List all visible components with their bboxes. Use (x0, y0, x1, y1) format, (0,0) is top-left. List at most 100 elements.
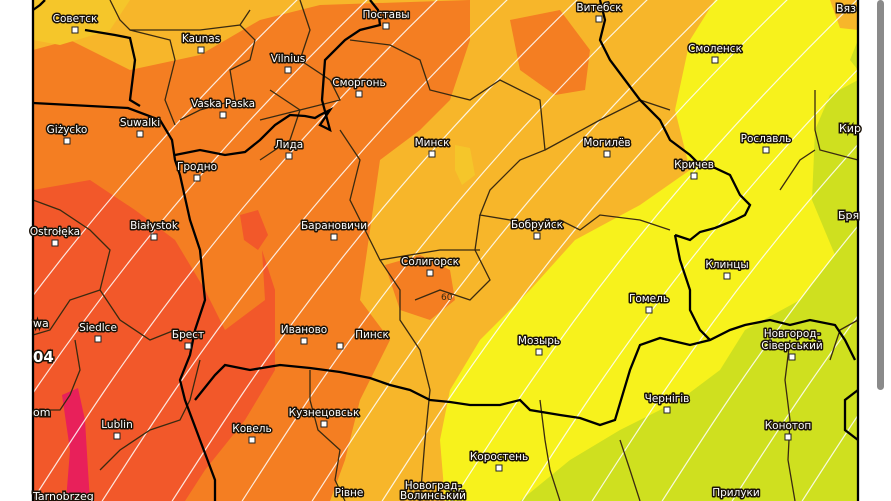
city-label: Гомель (629, 293, 669, 305)
city-marker (711, 56, 719, 64)
city-marker (535, 348, 543, 356)
city-label: Кузнецовськ (289, 407, 360, 419)
city-label: Волинський (400, 490, 466, 501)
city-label: Минск (415, 137, 450, 149)
isoline-label: 60 (441, 293, 453, 303)
wind-streamline (661, 185, 891, 501)
wind-streamline (31, 0, 438, 501)
wind-streamline (0, 0, 368, 444)
wind-streamline (731, 271, 891, 501)
city-label: Giżycko (47, 124, 88, 136)
city-marker (336, 342, 344, 350)
city-marker (197, 46, 205, 54)
partial-label-vyaz: Вяз (836, 2, 856, 15)
city-label: Lublin (101, 419, 132, 431)
wind-streamline (101, 0, 508, 501)
city-marker (788, 353, 796, 361)
city-marker (71, 26, 79, 34)
partial-label-04: 04 (33, 348, 54, 366)
partial-label-wa: wa (33, 317, 49, 330)
city-label: Барановичи (301, 220, 367, 232)
city-label: Советск (53, 13, 98, 25)
field-yellow-green-2 (850, 40, 858, 70)
vertical-scrollbar[interactable] (877, 0, 884, 390)
partial-label-bry: Бря (838, 209, 859, 222)
city-marker (136, 130, 144, 138)
city-marker (762, 146, 770, 154)
city-label: Кричев (674, 159, 714, 171)
city-marker (603, 150, 611, 158)
city-label: Лида (275, 139, 303, 151)
city-labels: Советск Kaunas Vilnius Поставы Сморгонь Vaska… (28, 1, 824, 501)
wind-streamline (801, 365, 891, 501)
wind-streamline (871, 470, 891, 501)
city-label: Брест (172, 329, 204, 341)
city-label: Białystok (130, 220, 179, 232)
city-label: Vaska Paska (191, 98, 255, 110)
region-borders (32, 0, 859, 501)
city-marker (284, 66, 292, 74)
wind-streamline (451, 0, 858, 501)
field-orange-3 (385, 255, 455, 320)
field-minsk-blob (455, 145, 475, 185)
city-label: Иваново (281, 324, 327, 336)
city-label: Kaunas (182, 33, 220, 45)
city-marker (645, 306, 653, 314)
city-marker (663, 406, 671, 414)
city-marker (428, 150, 436, 158)
city-label: Ковель (232, 423, 271, 435)
wind-streamline (171, 0, 578, 501)
wind-streamline (311, 0, 718, 501)
city-label: Чернігів (645, 393, 690, 405)
city-marker (113, 432, 121, 440)
city-marker (184, 342, 192, 350)
city-label: Мозырь (518, 335, 560, 347)
city-marker (495, 464, 503, 472)
city-label: Гродно (177, 161, 217, 173)
city-label: Новоград- (405, 480, 462, 492)
city-marker (63, 137, 71, 145)
partial-label-kir: Кир (839, 122, 861, 135)
city-label: Конотоп (765, 420, 812, 432)
city-label: Поставы (362, 9, 409, 21)
field-light-orange-ne (830, 0, 858, 30)
city-label: Солигорск (401, 256, 459, 268)
city-label: Витебск (576, 2, 621, 14)
city-marker (330, 233, 338, 241)
city-label: Клинцы (705, 259, 748, 271)
wind-streamline (0, 0, 298, 342)
field-red-orange-blob (240, 210, 268, 250)
city-label: Рославль (741, 133, 792, 145)
field-red-orange (33, 180, 275, 501)
field-magenta (62, 388, 90, 501)
city-label: Могилёв (583, 137, 630, 149)
field-orange-2 (510, 10, 590, 95)
city-label: Сморгонь (332, 77, 385, 89)
city-marker (426, 269, 434, 277)
city-label: Ostrołęka (30, 226, 80, 238)
city-label: Vilnius (271, 53, 305, 65)
field-light-yellow-top-left (33, 0, 130, 45)
city-marker (595, 15, 603, 23)
city-marker (320, 420, 328, 428)
city-label: Прилуки (712, 487, 759, 499)
city-marker (94, 335, 102, 343)
city-label: Suwalki (120, 117, 160, 129)
wind-streamline (381, 0, 788, 501)
city-label: Новгород- (764, 328, 821, 340)
city-label: Смоленск (688, 43, 742, 55)
wind-streamline (241, 0, 648, 501)
city-label: Сіверський (761, 340, 823, 352)
city-marker (690, 172, 698, 180)
wind-streamline (591, 107, 891, 501)
partial-label-tarnobrzeg: Tarnobrzeg (32, 490, 94, 501)
country-borders (31, 0, 860, 501)
city-marker (300, 337, 308, 345)
city-label: Siedlce (79, 322, 117, 334)
city-label: Пинск (355, 329, 389, 341)
city-label: Бобруйск (511, 219, 563, 231)
city-marker (382, 22, 390, 30)
city-marker (219, 111, 227, 119)
city-marker (723, 272, 731, 280)
